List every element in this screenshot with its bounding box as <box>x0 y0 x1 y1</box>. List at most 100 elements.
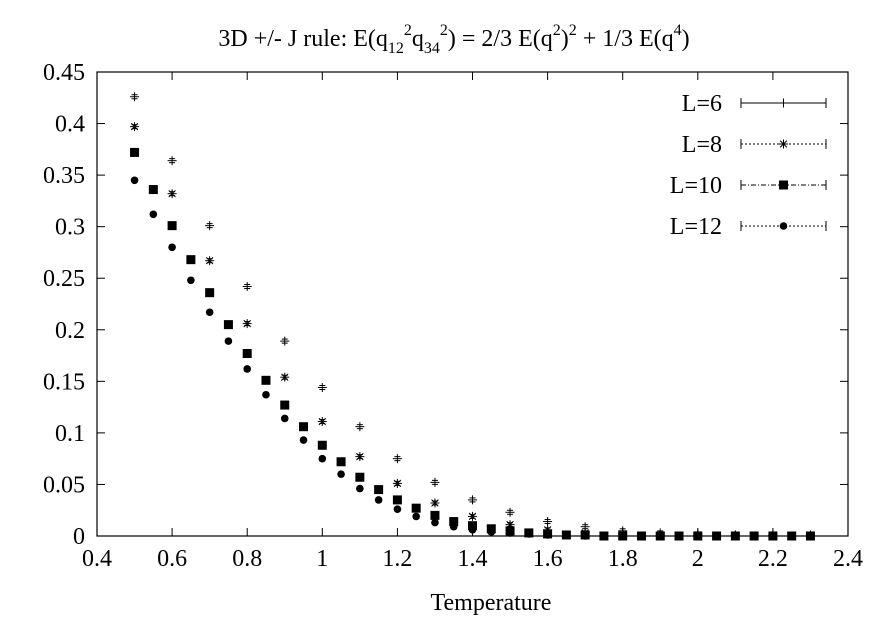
x-tick-label: 1.2 <box>382 546 412 572</box>
series-1 <box>130 92 815 540</box>
y-tick-label: 0.05 <box>43 472 85 498</box>
x-tick-label: 0.8 <box>232 546 262 572</box>
legend-marker <box>779 222 788 230</box>
data-point <box>130 176 139 185</box>
data-point <box>280 414 289 423</box>
data-point <box>468 511 477 521</box>
title-part: ) <box>682 26 690 52</box>
data-point <box>299 422 309 432</box>
title-superscript: 2 <box>569 22 577 39</box>
data-point <box>299 436 308 444</box>
x-tick-label: 2.4 <box>833 546 863 572</box>
data-point <box>392 454 402 464</box>
x-tick-label: 2.2 <box>758 546 788 572</box>
data-point <box>242 348 252 358</box>
data-point <box>355 422 365 432</box>
data-point <box>543 517 553 527</box>
x-tick-label: 1 <box>316 546 328 572</box>
data-point <box>167 221 177 231</box>
data-point <box>205 256 215 266</box>
legend-marker <box>779 139 788 149</box>
data-point <box>562 531 571 539</box>
y-tick-label: 0.4 <box>55 112 85 138</box>
title-part: 3D +/- J rule: E(q <box>218 26 388 52</box>
legend-label: L=6 <box>682 91 722 117</box>
data-point <box>168 243 176 252</box>
x-axis-label: Temperature <box>431 590 552 616</box>
data-point <box>130 92 140 102</box>
data-point <box>374 485 384 495</box>
chart-title: 3D +/- J rule: E(q122q342) = 2/3 E(q2)2 … <box>218 22 689 57</box>
data-point <box>223 320 233 330</box>
data-point <box>318 454 327 463</box>
data-point <box>205 308 214 317</box>
data-point <box>468 526 477 534</box>
data-point <box>430 477 440 487</box>
data-point <box>280 400 290 410</box>
data-point <box>130 147 140 157</box>
x-tick-label: 1.6 <box>533 546 563 572</box>
data-point <box>505 507 515 517</box>
data-point <box>430 498 440 508</box>
plot-frame <box>96 71 849 537</box>
y-tick-label: 0.3 <box>55 215 85 241</box>
data-point <box>261 375 271 385</box>
legend-label: L=8 <box>682 132 722 158</box>
data-point <box>242 319 252 329</box>
data-point <box>355 452 365 462</box>
data-point <box>449 522 458 531</box>
data-point <box>187 276 195 285</box>
y-tick-label: 0.15 <box>43 369 85 395</box>
y-tick-label: 0.1 <box>55 421 85 447</box>
y-tick-label: 0 <box>73 524 85 550</box>
svg-text:3D +/- J rule: E(q122q342) = 2: 3D +/- J rule: E(q122q342) = 2/3 E(q2)2 … <box>218 22 689 57</box>
data-point <box>506 529 514 537</box>
legend-marker <box>779 98 788 108</box>
y-tick-label: 0.45 <box>43 60 85 86</box>
data-point <box>317 383 327 393</box>
x-tick-label: 1.4 <box>458 546 488 572</box>
data-point <box>243 365 251 373</box>
data-point <box>205 221 215 231</box>
data-point <box>280 336 290 346</box>
series-4 <box>130 176 815 540</box>
legend: L=6 L=8 L=10 L=12 <box>670 91 827 240</box>
data-point <box>430 510 440 520</box>
x-tick-label: 1.8 <box>608 546 638 572</box>
data-point <box>317 440 327 450</box>
title-superscript: 2 <box>404 22 412 39</box>
legend-marker <box>779 180 788 190</box>
data-point <box>392 495 402 505</box>
title-subscript: 34 <box>424 40 440 57</box>
data-point <box>374 496 383 504</box>
x-tick-label: 0.4 <box>82 546 112 572</box>
data-point <box>336 457 346 467</box>
data-points <box>130 92 815 541</box>
data-point <box>337 470 345 478</box>
title-subscript: 12 <box>388 40 404 57</box>
data-point <box>186 255 196 265</box>
data-point <box>392 478 402 488</box>
title-superscript: 2 <box>440 22 448 39</box>
title-superscript: 2 <box>553 22 561 39</box>
axis-ticks: 0.4 0.6 0.8 1 1.2 1.4 1.6 1.8 2 2.2 2.4 0 0.05 0.1 0.1… <box>43 60 863 572</box>
data-point <box>356 484 364 493</box>
y-tick-label: 0.25 <box>43 266 85 292</box>
data-point <box>167 189 177 199</box>
data-point <box>242 281 252 291</box>
data-point <box>148 185 158 195</box>
data-point <box>149 210 158 219</box>
data-point <box>167 156 177 166</box>
legend-label: L=12 <box>670 214 722 240</box>
title-part: q <box>412 26 424 52</box>
title-part: ) = 2/3 E(q <box>448 26 553 52</box>
data-point <box>411 503 421 513</box>
data-point <box>205 288 215 298</box>
data-point <box>280 372 290 382</box>
data-point <box>130 122 140 132</box>
series-3 <box>130 147 815 541</box>
data-point <box>317 417 327 427</box>
title-superscript: 4 <box>674 22 682 39</box>
x-tick-label: 2 <box>692 546 704 572</box>
